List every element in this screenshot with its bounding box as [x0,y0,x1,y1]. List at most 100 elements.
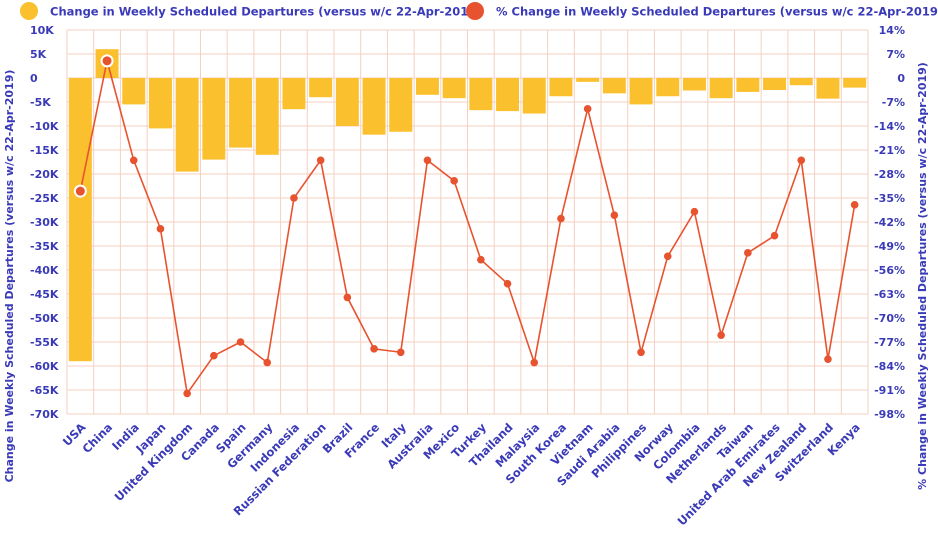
bar [469,78,493,111]
line-point [423,156,432,165]
bar [362,78,386,135]
line-path [79,60,856,396]
right-tick-label: -35% [874,192,905,205]
legend-marker [20,2,38,20]
right-tick-label: -28% [874,168,905,181]
left-tick-label: -40K [30,264,59,277]
line-point [583,105,592,113]
bar [389,78,413,132]
legend-label: Change in Weekly Scheduled Departures (v… [50,5,482,19]
bar [309,78,333,98]
line-point [236,338,245,346]
left-tick-label: -70K [30,408,59,421]
right-tick-label: -49% [874,240,905,253]
line-point [450,177,458,185]
bar [576,78,600,82]
line-point [690,207,699,216]
left-tick-label: -20K [30,168,59,181]
line-point [477,255,485,264]
left-tick-label: -10K [30,120,59,133]
right-tick-label: -91% [874,384,905,397]
bar [68,78,92,362]
line-point [100,54,114,68]
line-point [129,156,138,165]
legend-label: % Change in Weekly Scheduled Departures … [496,5,938,19]
line-point [156,225,165,233]
line-point [290,194,298,202]
line-point [530,358,539,367]
right-tick-label: -21% [874,144,905,157]
right-tick-label: -84% [874,360,905,373]
left-tick-label: -30K [30,216,59,229]
right-axis-title: % Change in Weekly Scheduled Departures … [916,62,929,490]
right-tick-label: -77% [874,336,905,349]
category-label: China [79,420,115,456]
bar [549,78,573,97]
line-point [183,389,191,398]
right-tick-label: -56% [874,264,905,277]
right-tick-label: -98% [874,408,905,421]
left-tick-label: -45K [30,288,59,301]
line-point [503,279,512,288]
line-point [797,156,806,165]
bar [736,78,760,92]
bar [843,78,867,88]
left-tick-label: 5K [30,48,47,61]
left-tick-label: 0 [30,72,38,85]
right-tick-label: -14% [874,120,905,133]
right-tick-label: 14% [879,24,905,37]
bar [709,78,733,99]
legend-marker [466,2,484,20]
left-tick-label: -55K [30,336,59,349]
right-tick-label: -63% [874,288,905,301]
bar [656,78,680,97]
right-tick-label: 7% [886,48,905,61]
bar [229,78,253,148]
line-point [610,211,619,219]
bar [282,78,306,110]
right-tick-label: -70% [874,312,905,325]
bar [629,78,653,105]
line-point [824,355,832,363]
right-axis: 14% 7% 0 -7% -14% -21% -28% -35% -42% -49% -56% -63… [874,24,905,421]
left-axis-title: Change in Weekly Scheduled Departures (v… [3,70,16,483]
right-tick-label: 0 [897,72,905,85]
left-tick-label: -15K [30,144,59,157]
line-point [210,351,218,360]
left-tick-label: 10K [30,24,54,37]
bar [789,78,813,86]
line-point [850,201,859,209]
bar [255,78,279,155]
line-point [770,231,779,240]
line-point [557,214,565,223]
bar [816,78,840,99]
bar [415,78,439,95]
right-tick-label: -7% [882,96,905,109]
bar [122,78,146,105]
line-point [663,252,672,261]
right-tick-label: -42% [874,216,905,229]
bar [763,78,787,90]
line-point [396,348,405,357]
bar [496,78,520,112]
line-point [370,345,378,353]
left-tick-label: -50K [30,312,59,325]
bar [335,78,359,126]
grid [66,29,869,415]
line-point [717,331,725,339]
bar-series [68,49,867,362]
line-point [316,156,325,165]
line-point [263,358,272,367]
bar [682,78,706,91]
left-tick-label: -5K [30,96,51,109]
bar [602,78,626,94]
line-series [73,54,859,398]
legend: Change in Weekly Scheduled Departures (v… [20,2,938,20]
bar [148,78,172,129]
bar [522,78,546,114]
left-tick-label: -60K [30,360,59,373]
line-point [73,184,87,198]
line-point [637,348,645,357]
